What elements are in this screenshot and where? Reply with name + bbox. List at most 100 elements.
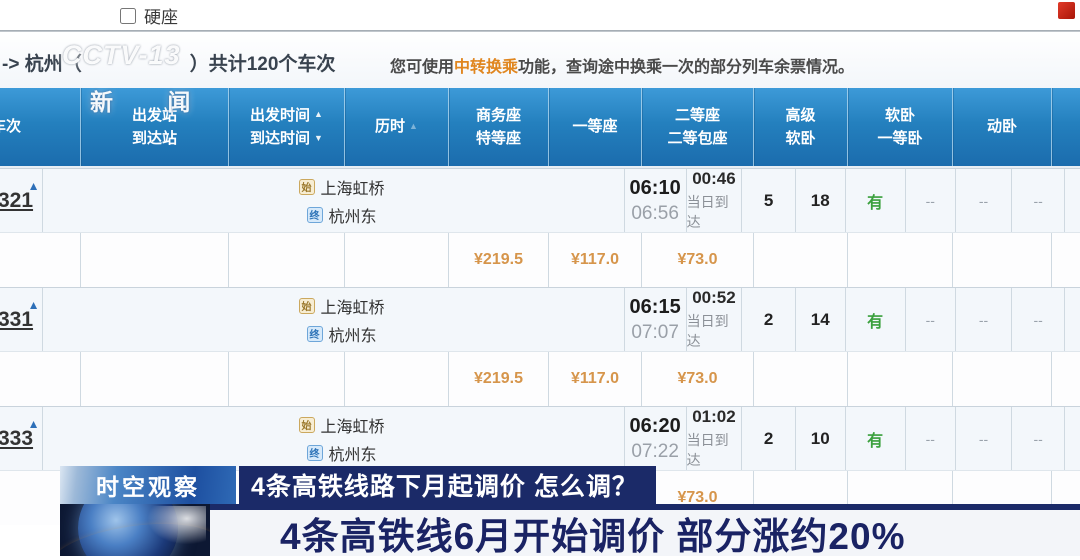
transfer-feature-link[interactable]: 中转换乘 xyxy=(454,59,519,76)
adv-soft-sleeper-value: -- xyxy=(925,192,935,209)
program-badge: 时空观察 xyxy=(60,466,236,504)
business-seat-count: 2 xyxy=(763,309,774,329)
first-class-count: 18 xyxy=(810,190,830,210)
departure-time: 06:10 xyxy=(629,176,681,199)
business-seat-count: 2 xyxy=(763,428,774,448)
col-second-class: 二等座 二等包座 xyxy=(641,88,753,166)
table-row: 331 ▲ 始上海虹桥 终杭州东 06:15 07:07 00:52 当日到达 … xyxy=(0,287,1080,351)
origin-station: 上海虹桥 xyxy=(320,299,385,317)
soft-sleeper-value: -- xyxy=(978,311,989,328)
sort-desc-icon[interactable]: ▼ xyxy=(314,132,323,143)
hard-seat-label: 硬座 xyxy=(144,8,178,27)
business-price: ¥219.5 xyxy=(474,251,523,268)
table-row: 321 ▲ 始上海虹桥 终杭州东 06:10 06:56 00:46 当日到达 … xyxy=(0,168,1080,232)
route-prefix: -> 杭州（ xyxy=(2,54,82,75)
stations-cell: 始上海虹桥 终杭州东 xyxy=(42,288,623,351)
motion-sleeper-value: -- xyxy=(1033,192,1043,209)
train-number-link[interactable]: 321 xyxy=(0,188,34,212)
transfer-tip: 您可使用中转换乘功能，查询途中换乘一次的部分列车余票情况。 xyxy=(390,53,854,77)
arrival-day-note: 当日到达 xyxy=(686,194,729,230)
sort-asc-icon[interactable]: ▲ xyxy=(314,109,323,120)
first-class-count: 14 xyxy=(810,309,830,329)
hard-seat-filter: 硬座 xyxy=(120,3,178,28)
second-class-price: ¥73.0 xyxy=(677,489,718,506)
news-headline-big: 4条高铁线6月开始调价 部分涨约20% xyxy=(210,504,1080,557)
origin-tag-icon: 始 xyxy=(298,297,315,314)
business-seat-count: 5 xyxy=(763,190,774,210)
horizontal-divider xyxy=(0,30,1080,32)
first-class-price: ¥117.0 xyxy=(570,251,620,268)
second-class-available: 有 xyxy=(867,194,884,212)
origin-station: 上海虹桥 xyxy=(320,180,385,198)
col-motion-sleeper: 动卧 xyxy=(952,88,1051,166)
tip-text-pre: 您可使用 xyxy=(390,59,455,76)
route-summary: -> 杭州（ ）共计120个车次 xyxy=(2,49,335,76)
red-corner-icon xyxy=(1058,2,1075,19)
col-train-number: 车次 xyxy=(0,118,22,136)
duration: 00:46 xyxy=(692,169,736,188)
route-suffix: ）共计120个车次 xyxy=(189,54,336,75)
dest-tag-icon: 终 xyxy=(306,325,323,342)
motion-sleeper-value: -- xyxy=(1033,311,1043,328)
col-first-class: 一等座 xyxy=(548,88,641,166)
arrival-time: 06:56 xyxy=(631,202,679,224)
dest-station: 杭州东 xyxy=(328,208,377,226)
duration: 00:52 xyxy=(692,288,736,307)
second-class-available: 有 xyxy=(867,313,884,331)
stations-cell: 始上海虹桥 终杭州东 xyxy=(42,407,623,470)
duration: 01:02 xyxy=(692,407,736,426)
collapse-arrow-icon[interactable]: ▲ xyxy=(27,179,40,193)
origin-tag-icon: 始 xyxy=(298,416,315,433)
second-class-price: ¥73.0 xyxy=(677,251,718,268)
news-headline-small: 4条高铁线路下月起调价 怎么调？ xyxy=(239,466,656,504)
arrival-time: 07:07 xyxy=(631,321,679,343)
soft-sleeper-value: -- xyxy=(978,430,989,447)
arrival-day-note: 当日到达 xyxy=(686,432,729,468)
col-times-sortable[interactable]: 出发时间 ▲ 到达时间 ▼ xyxy=(228,88,344,166)
motion-sleeper-value: -- xyxy=(1033,430,1043,447)
col-stations: 出发站 到达站 xyxy=(80,88,228,166)
arrival-day-note: 当日到达 xyxy=(686,313,729,349)
dest-station: 杭州东 xyxy=(328,446,377,464)
col-adv-soft-sleeper: 高级 软卧 xyxy=(753,88,847,166)
price-row: ¥219.5 ¥117.0 ¥73.0 xyxy=(0,232,1080,287)
col-spacer xyxy=(1051,88,1080,166)
departure-time: 06:15 xyxy=(629,295,681,318)
dest-tag-icon: 终 xyxy=(306,206,323,223)
col-business-seat: 商务座 特等座 xyxy=(448,88,548,166)
first-class-price: ¥117.0 xyxy=(570,370,620,387)
train-number-link[interactable]: 331 xyxy=(0,307,34,331)
adv-soft-sleeper-value: -- xyxy=(925,430,935,447)
soft-sleeper-value: -- xyxy=(978,192,989,209)
origin-tag-icon: 始 xyxy=(298,178,315,195)
adv-soft-sleeper-value: -- xyxy=(925,311,935,328)
news-banner-bottom: 4条高铁线6月开始调价 部分涨约20% xyxy=(60,504,1080,557)
summary-bar: -> 杭州（ ）共计120个车次 您可使用中转换乘功能，查询途中换乘一次的部分列… xyxy=(0,32,1080,88)
table-row: 333 ▲ 始上海虹桥 终杭州东 06:20 07:22 01:02 当日到达 … xyxy=(0,406,1080,470)
origin-station: 上海虹桥 xyxy=(320,418,385,436)
second-class-available: 有 xyxy=(867,432,884,450)
collapse-arrow-icon[interactable]: ▲ xyxy=(27,417,40,431)
news-globe-logo xyxy=(60,504,210,556)
col-soft-sleeper: 软卧 一等卧 xyxy=(847,88,952,166)
col-duration-sortable[interactable]: 历时 ▲ xyxy=(344,88,448,166)
second-class-price: ¥73.0 xyxy=(677,370,718,387)
tip-text-post: 功能，查询途中换乘一次的部分列车余票情况。 xyxy=(518,59,855,76)
business-price: ¥219.5 xyxy=(474,370,523,387)
flare-highlight xyxy=(142,506,206,548)
stations-cell: 始上海虹桥 终杭州东 xyxy=(42,169,623,232)
collapse-arrow-icon[interactable]: ▲ xyxy=(27,298,40,312)
departure-time: 06:20 xyxy=(629,414,681,437)
filter-strip: 硬座 xyxy=(0,0,1080,30)
sort-duration-icon[interactable]: ▲ xyxy=(409,121,418,132)
dest-tag-icon: 终 xyxy=(306,444,323,461)
price-row: ¥219.5 ¥117.0 ¥73.0 xyxy=(0,351,1080,406)
arrival-time: 07:22 xyxy=(631,440,679,462)
dest-station: 杭州东 xyxy=(328,327,377,345)
first-class-count: 10 xyxy=(810,428,830,448)
hard-seat-checkbox[interactable] xyxy=(120,7,136,24)
train-number-link[interactable]: 333 xyxy=(0,426,34,450)
